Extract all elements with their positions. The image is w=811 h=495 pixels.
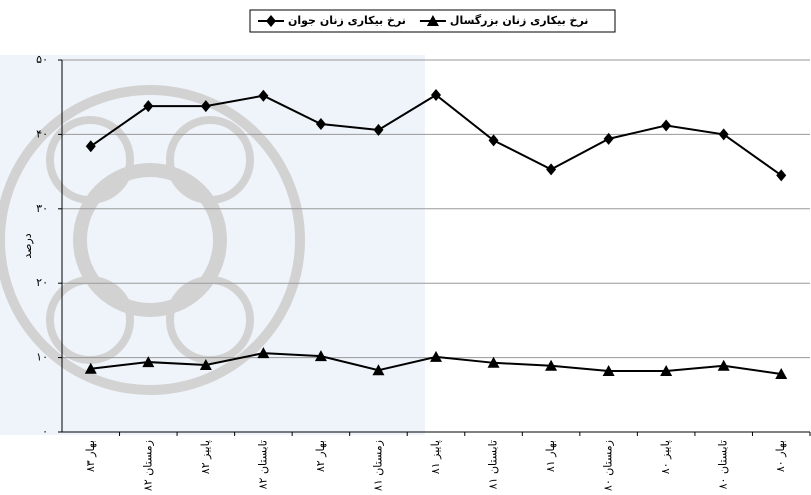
y-tick-label: ۴۰	[36, 127, 48, 140]
point	[85, 140, 96, 153]
point	[602, 364, 615, 376]
x-tick-label: زمستان ۸۲	[141, 440, 154, 491]
point	[718, 128, 729, 141]
legend: نرخ بیکاری زنان جوان نرخ بیکاری زنان بزرگ…	[249, 9, 616, 33]
point	[430, 350, 442, 362]
point	[142, 356, 155, 368]
x-tick-label: پاییز ۸۲	[199, 440, 212, 474]
legend-marker	[426, 15, 439, 26]
x-tick-label: بهار ۸۰	[774, 440, 787, 472]
point	[603, 132, 614, 145]
point	[487, 356, 500, 368]
point	[257, 347, 270, 359]
legend-label: نرخ بیکاری زنان بزرگسال	[450, 14, 589, 27]
point	[199, 359, 212, 371]
x-tick-label: بهار ۸۱	[544, 440, 557, 472]
y-tick-label: ۳۰	[36, 202, 48, 215]
point	[546, 163, 557, 176]
y-tick-label: ۲۰	[36, 276, 48, 289]
point	[717, 359, 730, 371]
point	[661, 119, 672, 132]
legend-marker	[266, 15, 276, 27]
x-tick-label: پاییز ۸۱	[429, 440, 442, 474]
point	[488, 134, 499, 147]
point	[200, 100, 211, 113]
x-tick-label: زمستان ۸۰	[602, 440, 615, 491]
legend-label: نرخ بیکاری زنان جوان	[288, 14, 406, 27]
point	[431, 88, 441, 101]
x-tick-label: تابستان ۸۰	[717, 440, 730, 489]
watermark	[0, 85, 305, 395]
point	[84, 362, 97, 374]
y-tick-label: ۰	[42, 425, 48, 438]
point	[545, 359, 558, 371]
point	[315, 117, 326, 130]
point	[314, 350, 327, 362]
point	[776, 169, 787, 182]
x-tick-label: زمستان ۸۱	[371, 440, 384, 491]
x-tick-label: پاییز ۸۰	[659, 440, 672, 474]
point	[373, 123, 384, 136]
x-tick-label: تابستان ۸۲	[256, 440, 269, 489]
point	[143, 100, 154, 113]
x-tick-label: بهار ۸۳	[84, 440, 97, 472]
x-tick-label: بهار ۸۲	[314, 440, 327, 472]
y-axis-label: درصد	[21, 233, 34, 258]
y-tick-label: ۵۰	[36, 53, 48, 66]
point	[258, 89, 269, 102]
y-tick-label: ۱۰	[36, 351, 48, 364]
point	[775, 367, 788, 379]
point	[372, 364, 385, 376]
point	[660, 364, 673, 376]
x-tick-label: تابستان ۸۱	[487, 440, 500, 489]
